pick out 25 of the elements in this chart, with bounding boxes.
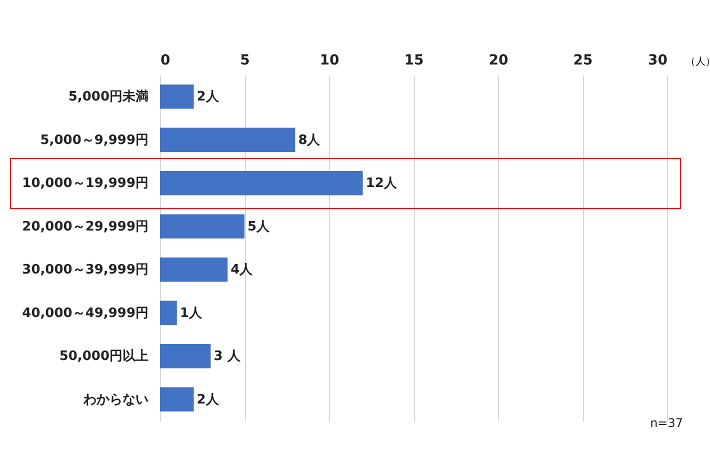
x-tick-label: 0 [160, 52, 170, 68]
x-axis-title: （人） [686, 56, 710, 68]
y-tick-label: 40,000～49,999円 [22, 306, 148, 321]
y-tick-label: 50,000円以上 [59, 349, 148, 364]
annotation: n=37 [650, 416, 683, 430]
data-label: 5人 [248, 219, 271, 234]
y-tick-label: 20,000～29,999円 [22, 219, 148, 234]
data-label: 3 人 [214, 349, 242, 364]
x-tick-label: 20 [488, 52, 508, 68]
x-tick-label: 30 [648, 52, 668, 68]
data-label: 2人 [196, 392, 220, 408]
data-label: 8人 [298, 132, 322, 148]
data-label: 1人 [180, 306, 203, 321]
y-tick-label: 5,000円未満 [68, 90, 148, 105]
x-tick-label: 5 [240, 52, 250, 68]
y-tick-label: わからない [82, 392, 148, 408]
x-tick-label: 15 [404, 52, 424, 68]
x-tick-label: 10 [320, 52, 340, 68]
data-label: 2人 [196, 90, 220, 105]
x-tick-label: 25 [573, 52, 593, 68]
y-tick-label: 5,000～9,999円 [40, 132, 148, 148]
data-label: 12人 [366, 176, 398, 192]
y-tick-label: 10,000～19,999円 [22, 176, 148, 192]
y-tick-label: 30,000～39,999円 [22, 262, 148, 278]
data-label: 4人 [230, 262, 254, 278]
